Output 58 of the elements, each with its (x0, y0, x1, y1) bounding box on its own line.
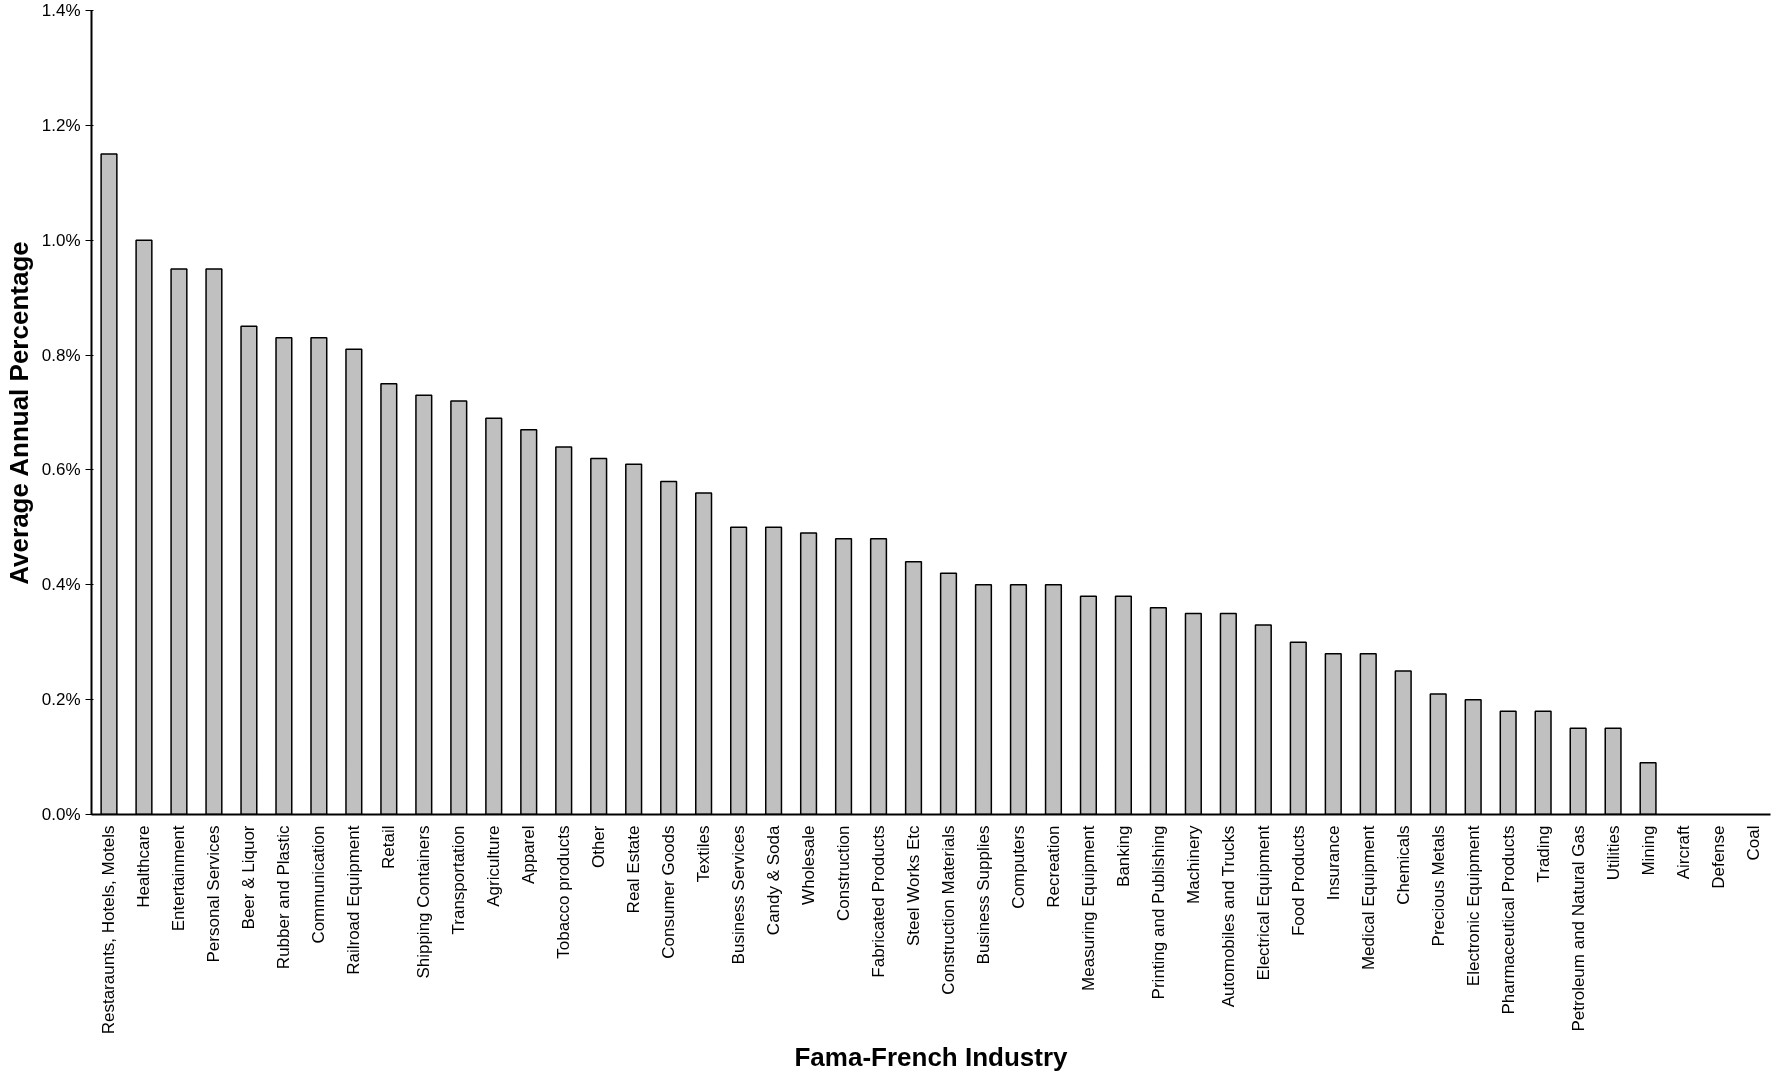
x-tick-label: Agriculture (484, 825, 504, 907)
x-tick-label: Wholesale (799, 825, 819, 905)
x-tick-label: Steel Works Etc (904, 825, 924, 947)
x-tick-label: Trading (1533, 825, 1553, 883)
x-tick-label: Mining (1638, 825, 1658, 876)
x-tick-label: Medical Equipment (1358, 825, 1378, 971)
x-tick-label: Insurance (1323, 825, 1343, 901)
x-tick-label: Real Estate (624, 825, 644, 914)
x-tick-label: Restaraunts, Hotels, Motels (99, 825, 119, 1035)
x-tick-label: Printing and Publishing (1148, 825, 1168, 1000)
x-tick-label: Business Services (729, 825, 749, 965)
x-tick-label: Other (589, 825, 609, 869)
x-tick-label: Beer & Liquor (239, 825, 259, 930)
y-tick-label: 0.4% (41, 575, 81, 595)
y-tick-label: 1.2% (41, 115, 81, 135)
x-tick-label: Automobiles and Trucks (1218, 825, 1238, 1008)
x-tick-label: Chemicals (1393, 825, 1413, 905)
x-tick-label: Defense (1708, 825, 1728, 889)
x-tick-label: Healthcare (134, 825, 154, 908)
y-axis-title: Average Annual Percentage (3, 241, 34, 585)
x-tick-label: Rubber and Plastic (274, 825, 294, 970)
x-tick-label: Communication (309, 825, 329, 944)
x-tick-label: Textiles (694, 825, 714, 883)
x-tick-label: Precious Metals (1428, 825, 1448, 947)
x-tick-label: Computers (1008, 825, 1028, 909)
x-tick-label: Pharmaceutical Products (1498, 825, 1518, 1015)
x-tick-label: Aircraft (1673, 825, 1693, 880)
x-tick-label: Recreation (1043, 825, 1063, 908)
x-tick-label: Railroad Equipment (344, 825, 364, 975)
x-tick-label: Petroleum and Natural Gas (1568, 825, 1588, 1032)
x-tick-label: Consumer Goods (659, 825, 679, 959)
x-tick-label: Construction (834, 825, 854, 921)
x-axis-title: Fama-French Industry (794, 1042, 1069, 1073)
x-tick-label: Banking (1113, 825, 1133, 887)
y-tick-label: 1.0% (41, 230, 81, 250)
x-tick-label: Apparel (519, 825, 539, 885)
x-tick-label: Candy & Soda (764, 824, 784, 936)
x-tick-label: Construction Materials (938, 825, 958, 995)
x-tick-label: Entertainment (169, 825, 189, 932)
x-tick-label: Machinery (1183, 825, 1203, 904)
x-tick-label: Food Products (1288, 825, 1308, 937)
x-tick-label: Shipping Containers (414, 825, 434, 979)
y-tick-label: 0.6% (41, 460, 81, 480)
x-tick-label: Transportation (449, 825, 469, 935)
y-tick-label: 1.4% (41, 1, 81, 20)
x-tick-label: Retail (379, 825, 399, 869)
x-tick-label: Coal (1743, 825, 1763, 861)
x-tick-label: Utilities (1603, 825, 1623, 881)
x-tick-label: Electronic Equipment (1463, 825, 1483, 987)
x-tick-label: Personal Services (204, 825, 224, 963)
x-tick-label: Tobacco products (554, 825, 574, 959)
x-tick-label: Measuring Equipment (1078, 825, 1098, 991)
y-tick-label: 0.2% (41, 690, 81, 710)
y-tick-label: 0.8% (41, 345, 81, 365)
x-tick-label: Fabricated Products (869, 825, 889, 978)
x-tick-label: Business Supplies (973, 825, 993, 965)
y-tick-label: 0.0% (41, 805, 81, 824)
x-tick-label: Electrical Equipment (1253, 825, 1273, 981)
